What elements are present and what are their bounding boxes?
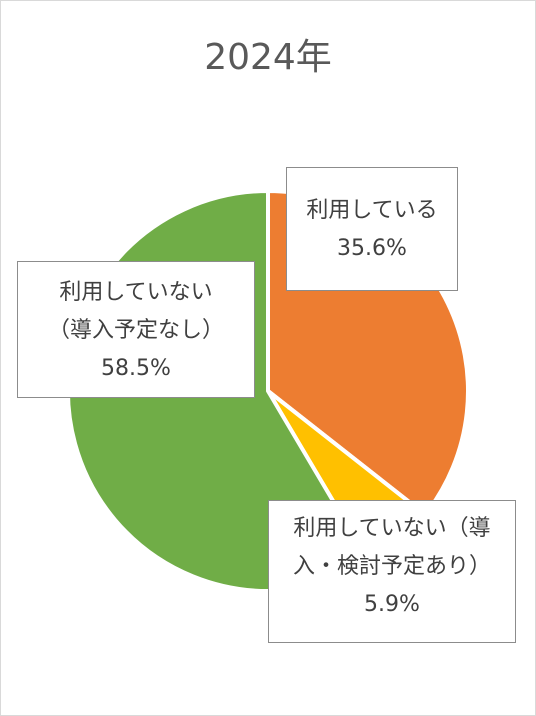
data-label-not-using-planned: 利用していない（導 入・検討予定あり） 5.9% [268,500,516,643]
chart-title: 2024年 [204,37,332,78]
data-label-not-using-no-plan: 利用していない （導入予定なし） 58.5% [17,261,255,398]
data-label-using: 利用している 35.6% [286,167,458,291]
data-label-not-using-planned-name-line2: 入・検討予定あり） [292,554,491,579]
data-label-using-value: 35.6% [337,236,407,261]
data-label-not-using-planned-value: 5.9% [364,592,420,617]
data-label-not-using-no-plan-value: 58.5% [101,356,171,381]
data-label-not-using-no-plan-name-line2: （導入予定なし） [47,318,224,343]
data-label-using-name: 利用している [306,198,438,223]
data-label-not-using-no-plan-name-line1: 利用していない [59,280,213,305]
data-label-not-using-planned-name-line1: 利用していない（導 [293,516,491,541]
